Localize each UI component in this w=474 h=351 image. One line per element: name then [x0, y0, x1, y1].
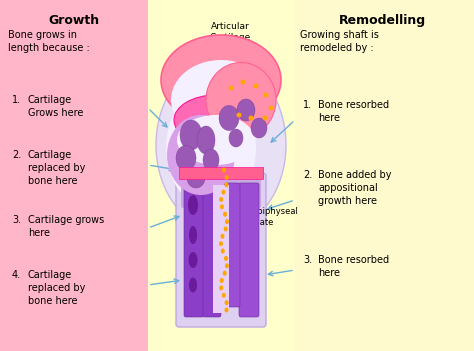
FancyBboxPatch shape — [181, 174, 261, 208]
Ellipse shape — [219, 106, 239, 131]
Text: Cartilage
Grows here: Cartilage Grows here — [28, 95, 83, 118]
Ellipse shape — [189, 226, 197, 244]
FancyBboxPatch shape — [224, 183, 240, 307]
Bar — [213, 185, 229, 313]
Ellipse shape — [166, 88, 256, 208]
Ellipse shape — [225, 219, 229, 224]
FancyBboxPatch shape — [184, 183, 204, 317]
Ellipse shape — [237, 99, 255, 121]
Text: Bone grows in
length because :: Bone grows in length because : — [8, 30, 90, 53]
Text: Growing shaft is
remodeled by :: Growing shaft is remodeled by : — [300, 30, 379, 53]
Text: 3.: 3. — [303, 255, 312, 265]
Text: Articular
Cartilage: Articular Cartilage — [210, 22, 251, 42]
Ellipse shape — [219, 197, 223, 202]
Ellipse shape — [228, 86, 234, 91]
Text: Bone added by
appositional
growth here: Bone added by appositional growth here — [318, 170, 392, 206]
Ellipse shape — [221, 249, 225, 253]
Ellipse shape — [225, 175, 228, 180]
Ellipse shape — [251, 118, 267, 138]
Ellipse shape — [174, 95, 258, 145]
Text: 1.: 1. — [303, 100, 312, 110]
Ellipse shape — [225, 263, 229, 268]
Ellipse shape — [180, 120, 202, 150]
Text: 1.: 1. — [12, 95, 21, 105]
Bar — [179, 167, 263, 179]
Ellipse shape — [222, 293, 226, 298]
Text: 3.: 3. — [12, 215, 21, 225]
Text: Epiphyseal
plate: Epiphyseal plate — [252, 207, 298, 227]
Ellipse shape — [206, 62, 276, 138]
Ellipse shape — [188, 195, 198, 215]
Ellipse shape — [268, 106, 273, 111]
Ellipse shape — [224, 226, 228, 231]
Ellipse shape — [222, 167, 226, 172]
FancyBboxPatch shape — [176, 173, 266, 327]
Ellipse shape — [224, 256, 228, 261]
Ellipse shape — [223, 212, 227, 217]
Ellipse shape — [189, 252, 198, 268]
Text: Remodelling: Remodelling — [338, 14, 426, 27]
Ellipse shape — [225, 307, 228, 312]
FancyBboxPatch shape — [203, 183, 221, 317]
Ellipse shape — [161, 35, 281, 125]
Ellipse shape — [254, 84, 258, 88]
Ellipse shape — [248, 115, 254, 120]
Ellipse shape — [225, 300, 228, 305]
Ellipse shape — [220, 234, 225, 239]
Ellipse shape — [156, 60, 286, 230]
Text: Bone resorbed
here: Bone resorbed here — [318, 255, 389, 278]
Text: 4.: 4. — [12, 270, 21, 280]
Ellipse shape — [219, 285, 223, 290]
Text: Cartilage
replaced by
bone here: Cartilage replaced by bone here — [28, 150, 85, 186]
Ellipse shape — [221, 190, 226, 194]
FancyBboxPatch shape — [239, 183, 259, 317]
Text: 2.: 2. — [303, 170, 312, 180]
Ellipse shape — [240, 79, 246, 85]
Ellipse shape — [187, 168, 205, 188]
Ellipse shape — [177, 115, 255, 165]
Bar — [295, 0, 474, 351]
Ellipse shape — [176, 146, 196, 171]
Text: 2.: 2. — [12, 150, 21, 160]
Ellipse shape — [237, 113, 241, 118]
Ellipse shape — [220, 204, 224, 209]
Ellipse shape — [167, 115, 235, 195]
Ellipse shape — [171, 60, 271, 140]
Ellipse shape — [189, 278, 197, 292]
Bar — [0, 0, 148, 351]
Ellipse shape — [197, 126, 215, 154]
Text: Cartilage
replaced by
bone here: Cartilage replaced by bone here — [28, 270, 85, 306]
Ellipse shape — [223, 271, 227, 276]
Ellipse shape — [220, 278, 224, 283]
Text: Cartilage grows
here: Cartilage grows here — [28, 215, 104, 238]
Text: Bone resorbed
here: Bone resorbed here — [318, 100, 389, 123]
Ellipse shape — [224, 182, 228, 187]
Text: Growth: Growth — [48, 14, 100, 27]
Ellipse shape — [219, 241, 223, 246]
Ellipse shape — [263, 115, 267, 120]
Ellipse shape — [203, 149, 219, 171]
Ellipse shape — [264, 93, 268, 98]
Ellipse shape — [229, 129, 243, 147]
